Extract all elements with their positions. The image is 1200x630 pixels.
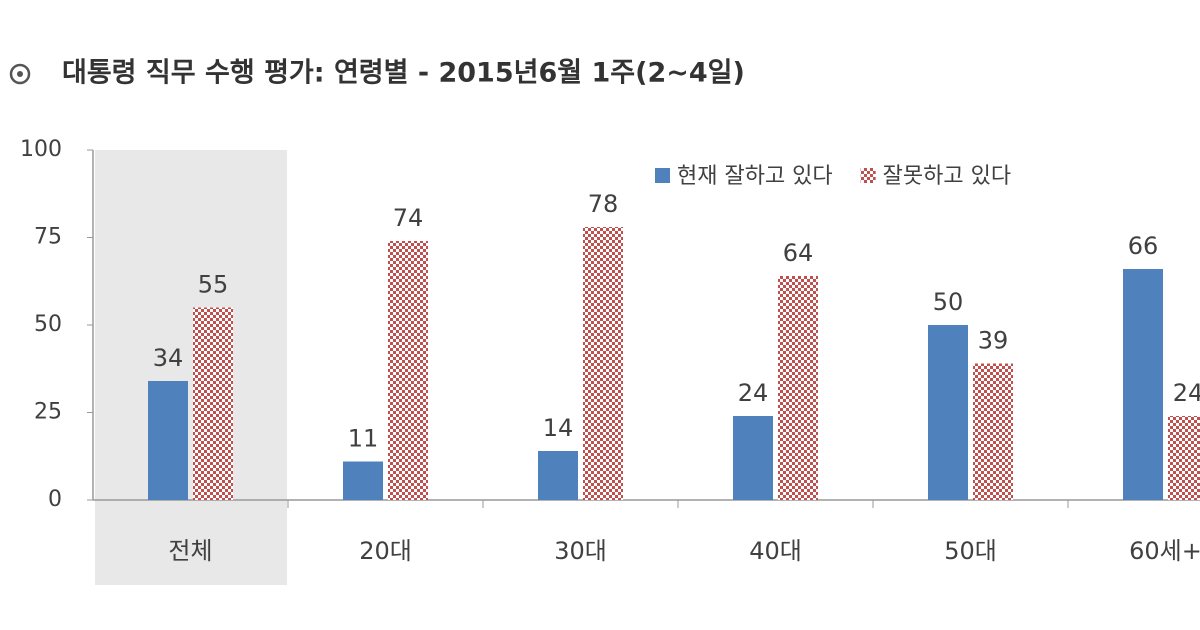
value-label: 66: [1128, 232, 1159, 260]
value-label: 39: [978, 327, 1009, 355]
y-tick-label: 75: [34, 225, 62, 250]
bar: [1123, 269, 1163, 500]
y-tick-label: 100: [20, 137, 62, 162]
legend-swatch: [655, 168, 670, 183]
value-label: 74: [393, 204, 424, 232]
y-tick-label: 25: [34, 400, 62, 425]
bar: [778, 276, 818, 500]
bar: [928, 325, 968, 500]
x-tick-label: 20대: [359, 537, 412, 565]
bar: [148, 381, 188, 500]
x-tick-label: 50대: [944, 537, 997, 565]
value-label: 34: [153, 344, 184, 372]
legend-label: 잘못하고 있다: [883, 164, 1011, 189]
bar: [1168, 416, 1200, 500]
value-label: 78: [588, 190, 619, 218]
bar: [583, 227, 623, 500]
legend-label: 현재 잘하고 있다: [677, 164, 833, 189]
value-label: 24: [738, 379, 769, 407]
title-icon-dot: [17, 71, 23, 77]
bar: [343, 461, 383, 500]
legend-swatch: [860, 168, 876, 183]
value-label: 14: [543, 414, 574, 442]
highlight-band: [95, 150, 287, 585]
bar: [973, 363, 1013, 500]
x-tick-label: 전체: [168, 537, 212, 565]
bar: [193, 307, 233, 500]
value-label: 50: [933, 288, 964, 316]
value-label: 64: [783, 239, 814, 267]
bar: [538, 451, 578, 500]
title-icon: [9, 63, 31, 85]
value-label: 24: [1173, 379, 1200, 407]
bar: [733, 416, 773, 500]
x-tick-label: 40대: [749, 537, 802, 565]
x-tick-label: 30대: [554, 537, 607, 565]
chart-title: 대통령 직무 수행 평가: 연령별 - 2015년6월 1주(2~4일): [62, 58, 745, 89]
y-tick-label: 0: [48, 487, 62, 512]
bar: [388, 241, 428, 500]
value-label: 11: [348, 425, 379, 453]
x-tick-label: 60세+: [1129, 537, 1200, 565]
value-label: 55: [198, 271, 229, 299]
y-tick-label: 50: [34, 312, 62, 337]
